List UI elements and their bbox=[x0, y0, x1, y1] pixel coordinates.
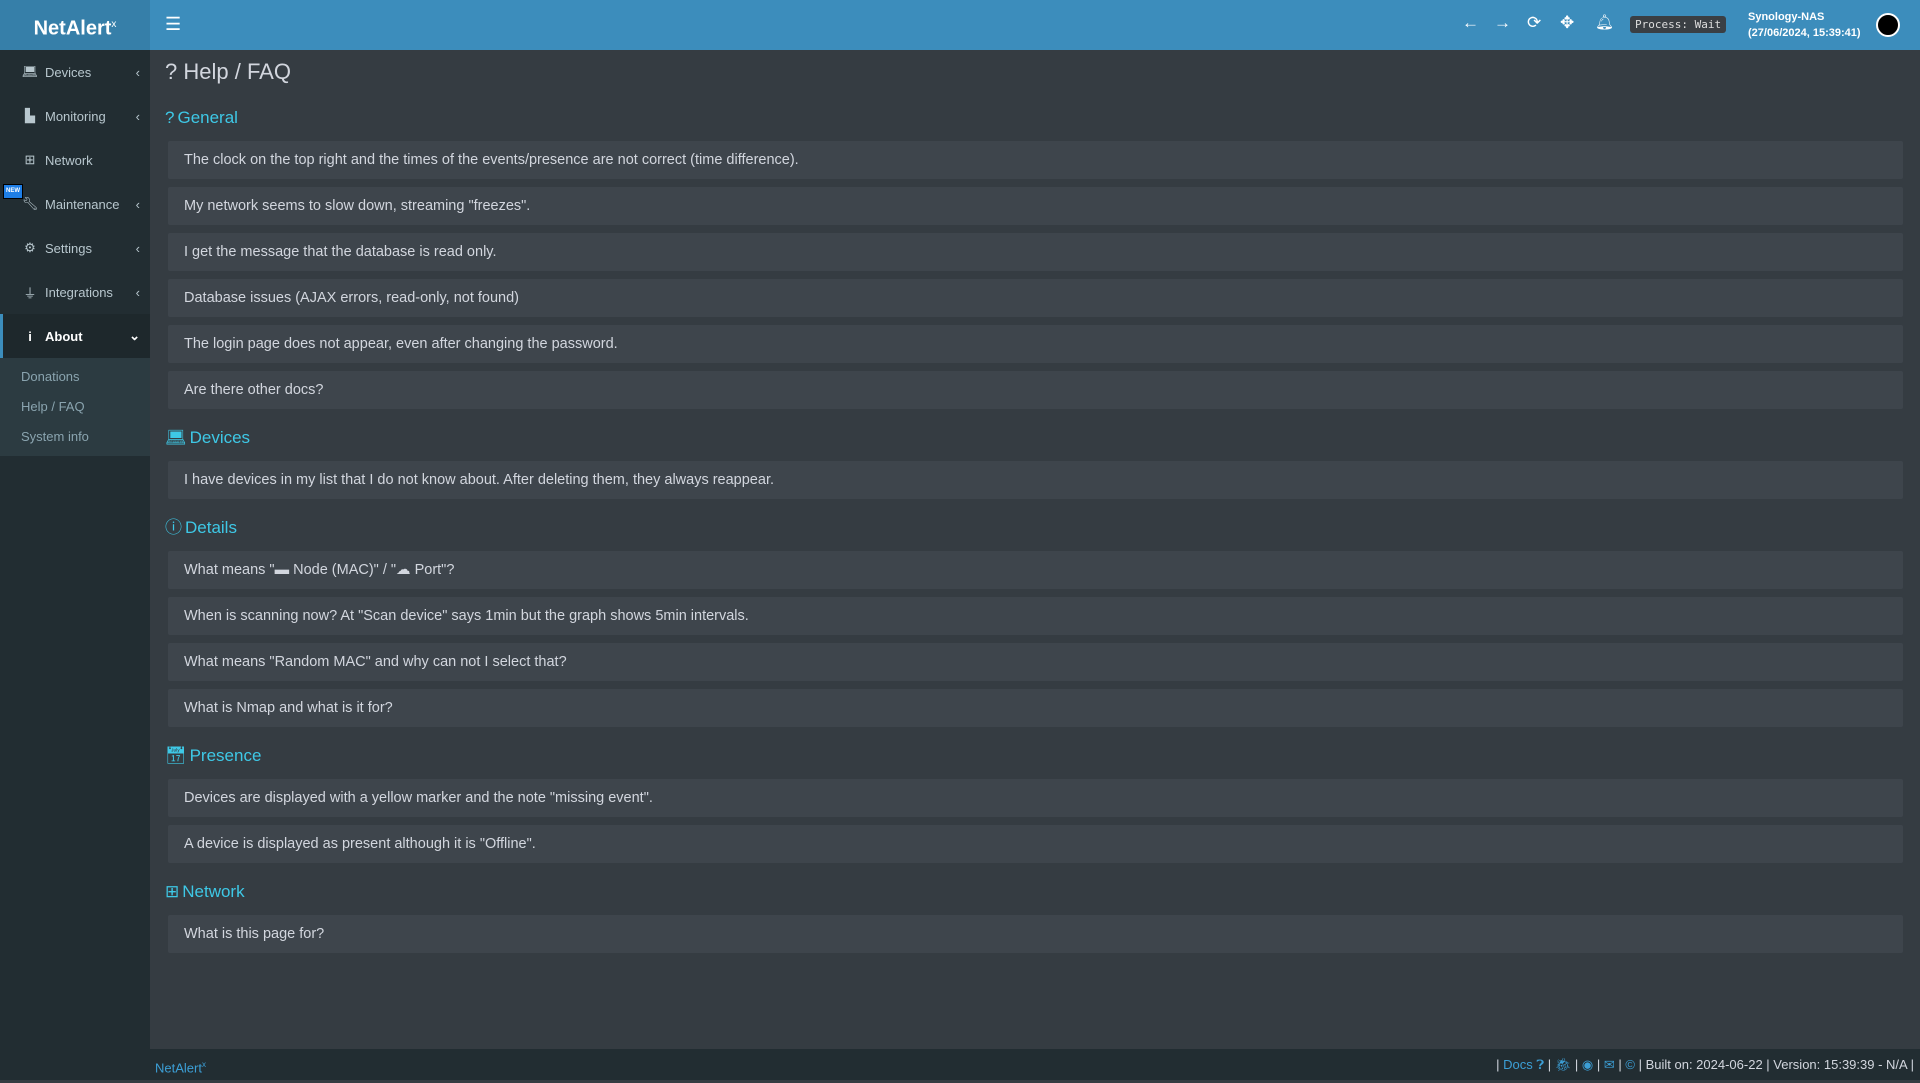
main-content: ? Help / FAQ ? General The clock on the to… bbox=[150, 50, 1920, 1049]
host-datetime: (27/06/2024, 15:39:41) bbox=[1748, 27, 1861, 39]
new-badge: NEW bbox=[3, 184, 23, 199]
envelope-icon[interactable]: ✉ bbox=[1603, 1057, 1615, 1072]
menu-toggle-icon[interactable]: ☰ bbox=[165, 14, 182, 34]
sitemap-icon: ⊞ bbox=[24, 152, 36, 167]
sidebar-item-maintenance[interactable]: 🔧︎ Maintenance ‹ bbox=[0, 182, 150, 226]
section-heading-presence: 📅︎ Presence bbox=[165, 741, 1903, 771]
docs-link[interactable]: Docs bbox=[1503, 1057, 1533, 1072]
info-circle-icon: ⓘ bbox=[165, 518, 182, 537]
faq-question[interactable]: Devices are displayed with a yellow mark… bbox=[168, 779, 1903, 817]
user-avatar[interactable] bbox=[1876, 13, 1900, 37]
sidebar-item-about[interactable]: i About ⌄ bbox=[0, 314, 150, 358]
info-icon: i bbox=[28, 328, 32, 344]
copyright-icon[interactable]: © bbox=[1625, 1057, 1635, 1072]
faq-question[interactable]: What is this page for? bbox=[168, 915, 1903, 953]
footer-logo-text: NetAlert bbox=[155, 1060, 202, 1076]
faq-sections: ? General The clock on the top right and t… bbox=[165, 103, 1903, 953]
version: Version: 15:39:39 - N/A bbox=[1773, 1057, 1907, 1072]
chevron-left-icon: ‹ bbox=[135, 64, 140, 80]
sidebar-item-label: Settings bbox=[45, 240, 92, 256]
chart-icon: ▙ bbox=[25, 108, 35, 123]
help-circle-icon[interactable]: ❓︎ bbox=[1536, 1057, 1545, 1072]
top-header: NetAlertx ☰ ← → ⟳ ✥ 🔔︎ Process: Wait Syn… bbox=[0, 0, 1920, 50]
sidebar-item-label: Maintenance bbox=[45, 196, 120, 212]
faq-question[interactable]: When is scanning now? At "Scan device" s… bbox=[168, 597, 1903, 635]
section-title: Presence bbox=[189, 746, 262, 765]
laptop-icon: 💻︎ bbox=[21, 64, 39, 79]
logo-text: NetAlert bbox=[33, 17, 112, 40]
footer-logo-sup: x bbox=[201, 1060, 206, 1069]
about-submenu: Donations Help / FAQ System info bbox=[0, 358, 150, 456]
sidebar-item-label: About bbox=[45, 328, 83, 344]
sidebar-item-integrations[interactable]: ⏚ Integrations ‹ bbox=[0, 270, 150, 314]
back-arrow-icon[interactable]: ← bbox=[1462, 13, 1479, 32]
app-logo[interactable]: NetAlertx bbox=[0, 0, 150, 50]
wrench-icon: 🔧︎ bbox=[21, 196, 39, 211]
gear-icon: ⚙ bbox=[24, 240, 36, 255]
section-heading-general: ? General bbox=[165, 103, 1903, 133]
page-title: ? Help / FAQ bbox=[165, 55, 1903, 89]
host-info: Synology-NAS (27/06/2024, 15:39:41) bbox=[1748, 9, 1861, 41]
sidebar-item-label: Monitoring bbox=[45, 108, 106, 124]
faq-question[interactable]: A device is displayed as present althoug… bbox=[168, 825, 1903, 863]
faq-question[interactable]: The login page does not appear, even aft… bbox=[168, 325, 1903, 363]
chevron-left-icon: ‹ bbox=[135, 196, 140, 212]
laptop-icon: 💻︎ bbox=[165, 428, 187, 447]
sidebar-item-settings[interactable]: ⚙ Settings ‹ bbox=[0, 226, 150, 270]
section-title: General bbox=[177, 108, 238, 127]
sitemap-icon: ⊞ bbox=[165, 882, 180, 901]
submenu-donations[interactable]: Donations bbox=[21, 369, 80, 384]
process-status: Process: Wait bbox=[1630, 16, 1727, 33]
faq-question[interactable]: Database issues (AJAX errors, read-only,… bbox=[168, 279, 1903, 317]
section-title: Devices bbox=[189, 428, 251, 447]
question-icon: ? bbox=[165, 108, 175, 127]
sidebar-item-devices[interactable]: 💻︎ Devices ‹ bbox=[0, 50, 150, 94]
chevron-left-icon: ‹ bbox=[135, 240, 140, 256]
calendar-icon: 📅︎ bbox=[165, 746, 187, 765]
section-title: Network bbox=[182, 882, 245, 901]
faq-question[interactable]: What means "Random MAC" and why can not … bbox=[168, 643, 1903, 681]
faq-question[interactable]: My network seems to slow down, streaming… bbox=[168, 187, 1903, 225]
reload-icon[interactable]: ⟳ bbox=[1527, 13, 1542, 32]
section-heading-network: ⊞ Network bbox=[165, 877, 1903, 907]
build-date: Built on: 2024-06-22 bbox=[1645, 1057, 1763, 1072]
logo-sup: x bbox=[111, 19, 117, 30]
bug-icon[interactable]: 🐞︎ bbox=[1554, 1057, 1572, 1072]
page-title-text: Help / FAQ bbox=[183, 59, 291, 84]
section-heading-details: ⓘ Details bbox=[165, 513, 1903, 543]
forward-arrow-icon[interactable]: → bbox=[1494, 13, 1511, 32]
sidebar-item-label: Devices bbox=[45, 64, 92, 80]
chevron-left-icon: ‹ bbox=[135, 108, 140, 124]
submenu-system-info[interactable]: System info bbox=[21, 429, 89, 444]
faq-question[interactable]: What means "▬ Node (MAC)" / "☁ Port"? bbox=[168, 551, 1903, 589]
chevron-left-icon: ‹ bbox=[135, 284, 140, 300]
question-icon: ? bbox=[165, 59, 184, 84]
github-icon[interactable]: ◉ bbox=[1581, 1057, 1594, 1072]
faq-question[interactable]: Are there other docs? bbox=[168, 371, 1903, 409]
sidebar-item-monitoring[interactable]: ▙ Monitoring ‹ bbox=[0, 94, 150, 138]
faq-question[interactable]: The clock on the top right and the times… bbox=[168, 141, 1903, 179]
faq-question[interactable]: What is Nmap and what is it for? bbox=[168, 689, 1903, 727]
faq-question[interactable]: I have devices in my list that I do not … bbox=[168, 461, 1903, 499]
faq-question[interactable]: I get the message that the database is r… bbox=[168, 233, 1903, 271]
chevron-down-icon: ⌄ bbox=[129, 328, 140, 343]
footer-logo[interactable]: NetAlertx bbox=[155, 1049, 206, 1083]
submenu-help-faq[interactable]: Help / FAQ bbox=[21, 399, 85, 414]
footer: NetAlertx | Docs ❓︎ | 🐞︎ | ◉ | ✉ | © | B… bbox=[150, 1049, 1920, 1080]
section-heading-devices: 💻︎ Devices bbox=[165, 423, 1903, 453]
host-name: Synology-NAS bbox=[1748, 11, 1825, 23]
footer-info: | Docs ❓︎ | 🐞︎ | ◉ | ✉ | © | Built on: 2… bbox=[1496, 1057, 1914, 1072]
sidebar: 💻︎ Devices ‹ ▙ Monitoring ‹ ⊞ Network 🔧︎ Maint… bbox=[0, 50, 150, 1080]
bell-icon[interactable]: 🔔︎ bbox=[1595, 14, 1615, 31]
fullscreen-move-icon[interactable]: ✥ bbox=[1560, 13, 1575, 32]
sidebar-item-label: Integrations bbox=[45, 284, 113, 300]
sidebar-item-label: Network bbox=[45, 152, 93, 168]
plug-icon: ⏚ bbox=[23, 285, 37, 301]
sidebar-item-network[interactable]: ⊞ Network bbox=[0, 138, 150, 182]
section-title: Details bbox=[185, 518, 237, 537]
